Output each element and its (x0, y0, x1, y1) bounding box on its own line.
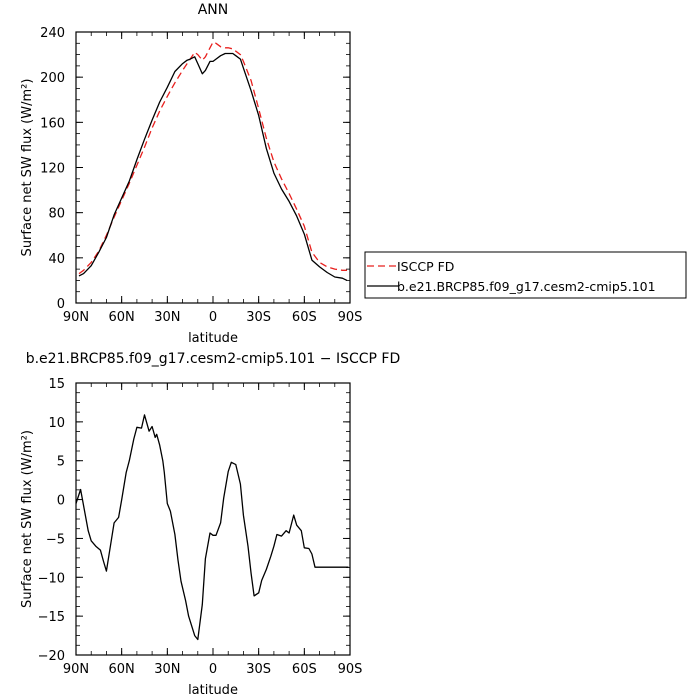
y-tick-label: 0 (57, 494, 65, 509)
y-tick-label: 40 (48, 252, 65, 267)
legend-label-2: b.e21.BRCP85.f09_g17.cesm2-cmip5.101 (397, 279, 656, 294)
x-tick-label: 60S (292, 662, 317, 677)
y-tick-label: 160 (40, 116, 65, 131)
chart-title: ANN (198, 2, 229, 18)
y-tick-label: 80 (48, 207, 65, 222)
x-tick-label: 30N (154, 310, 180, 325)
y-tick-label: 15 (48, 377, 65, 392)
y-tick-label: 200 (40, 71, 65, 86)
x-tick-label: 60S (292, 310, 317, 325)
x-tick-label: 30S (246, 310, 271, 325)
legend-box (364, 251, 687, 299)
legend: ISCCP FD b.e21.BRCP85.f09_g17.cesm2-cmip5… (364, 251, 687, 299)
y-tick-label: 10 (48, 416, 65, 431)
y-tick-label: 5 (57, 455, 65, 470)
chart-title: b.e21.BRCP85.f09_g17.cesm2-cmip5.101 − I… (26, 351, 401, 367)
y-tick-label: −10 (38, 571, 65, 586)
panel-2: b.e21.BRCP85.f09_g17.cesm2-cmip5.101 − I… (20, 351, 400, 698)
x-tick-label: 90N (63, 662, 89, 677)
x-axis-label: latitude (188, 331, 238, 346)
y-tick-label: 0 (57, 297, 65, 312)
x-tick-label: 30N (154, 662, 180, 677)
x-axis-label: latitude (188, 683, 238, 698)
y-tick-label: 120 (40, 162, 65, 177)
plot-frame (75, 31, 351, 304)
x-tick-label: 0 (209, 310, 217, 325)
y-axis-label: Surface net SW flux (W/m²) (20, 430, 35, 608)
x-tick-label: 0 (209, 662, 217, 677)
x-tick-label: 60N (109, 310, 135, 325)
y-tick-label: −20 (38, 649, 65, 664)
x-tick-label: 90S (338, 662, 363, 677)
y-tick-label: −15 (38, 610, 65, 625)
x-tick-label: 60N (109, 662, 135, 677)
y-tick-label: −5 (46, 532, 65, 547)
x-tick-label: 90S (338, 310, 363, 325)
panel-1: ANN 90N 60N 30N 0 30S 60S 90S 0 40 80 120 160 200 240 l… (20, 2, 687, 346)
series-line-1 (75, 414, 349, 641)
y-tick-label: 240 (40, 26, 65, 41)
series-line-1 (78, 41, 347, 275)
y-axis-label: Surface net SW flux (W/m²) (20, 79, 35, 257)
x-tick-label: 30S (246, 662, 271, 677)
series-line-2 (78, 52, 348, 281)
x-tick-label: 90N (63, 310, 89, 325)
legend-label-1: ISCCP FD (397, 259, 454, 274)
